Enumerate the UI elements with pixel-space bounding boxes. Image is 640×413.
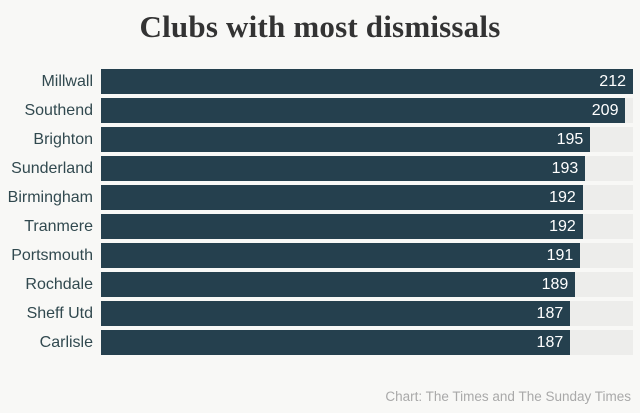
value-label: 192 <box>549 218 576 235</box>
category-label: Millwall <box>41 73 93 90</box>
bar-track: 195 <box>101 127 633 152</box>
bar-row: Carlisle 187 <box>0 330 640 355</box>
value-label: 189 <box>541 276 569 293</box>
bar-row: Millwall 212 <box>0 69 640 94</box>
bar-row: Portsmouth 191 <box>0 243 640 268</box>
category-label: Birmingham <box>7 189 93 206</box>
bar-track: 192 <box>101 185 633 210</box>
bar-track: 212 <box>101 69 633 94</box>
bar-row: Rochdale 189 <box>0 272 640 297</box>
chart-source-credit: Chart: The Times and The Sunday Times <box>385 389 631 404</box>
bar-row: Tranmere 192 <box>0 214 640 239</box>
bar-track: 191 <box>101 243 633 268</box>
category-label: Rochdale <box>25 276 93 293</box>
bar-fill: 192 <box>101 185 583 210</box>
bar-fill: 187 <box>101 301 571 326</box>
bar-track: 187 <box>101 330 633 355</box>
bar-track: 193 <box>101 156 633 181</box>
bar-row: Sheff Utd 187 <box>0 301 640 326</box>
bar-track: 187 <box>101 301 633 326</box>
bar-fill: 212 <box>101 69 633 94</box>
value-label: 195 <box>556 131 584 148</box>
bar-fill: 191 <box>101 243 581 268</box>
bar-chart: Millwall 212 Southend 209 Brighton 195 Sunderl… <box>0 69 640 355</box>
category-label: Southend <box>24 102 93 119</box>
value-label: 187 <box>536 305 564 322</box>
bar-fill: 195 <box>101 127 591 152</box>
bar-row: Brighton 195 <box>0 127 640 152</box>
bar-fill: 187 <box>101 330 571 355</box>
value-label: 187 <box>536 334 564 351</box>
category-label: Sunderland <box>11 160 93 177</box>
category-label: Tranmere <box>24 218 93 235</box>
value-label: 212 <box>599 73 626 90</box>
bar-fill: 209 <box>101 98 626 123</box>
value-label: 209 <box>591 102 619 119</box>
bar-track: 192 <box>101 214 633 239</box>
bar-fill: 193 <box>101 156 586 181</box>
chart-title: Clubs with most dismissals <box>139 9 501 44</box>
bar-row: Birmingham 192 <box>0 185 640 210</box>
category-label: Carlisle <box>39 334 93 351</box>
value-label: 192 <box>549 189 576 206</box>
bar-track: 209 <box>101 98 633 123</box>
bar-fill: 192 <box>101 214 583 239</box>
category-label: Portsmouth <box>11 247 93 264</box>
category-label: Brighton <box>33 131 93 148</box>
value-label: 191 <box>546 247 574 264</box>
category-label: Sheff Utd <box>26 305 93 322</box>
bar-row: Sunderland 193 <box>0 156 640 181</box>
bar-track: 189 <box>101 272 633 297</box>
bar-fill: 189 <box>101 272 576 297</box>
value-label: 193 <box>551 160 579 177</box>
bar-row: Southend 209 <box>0 98 640 123</box>
